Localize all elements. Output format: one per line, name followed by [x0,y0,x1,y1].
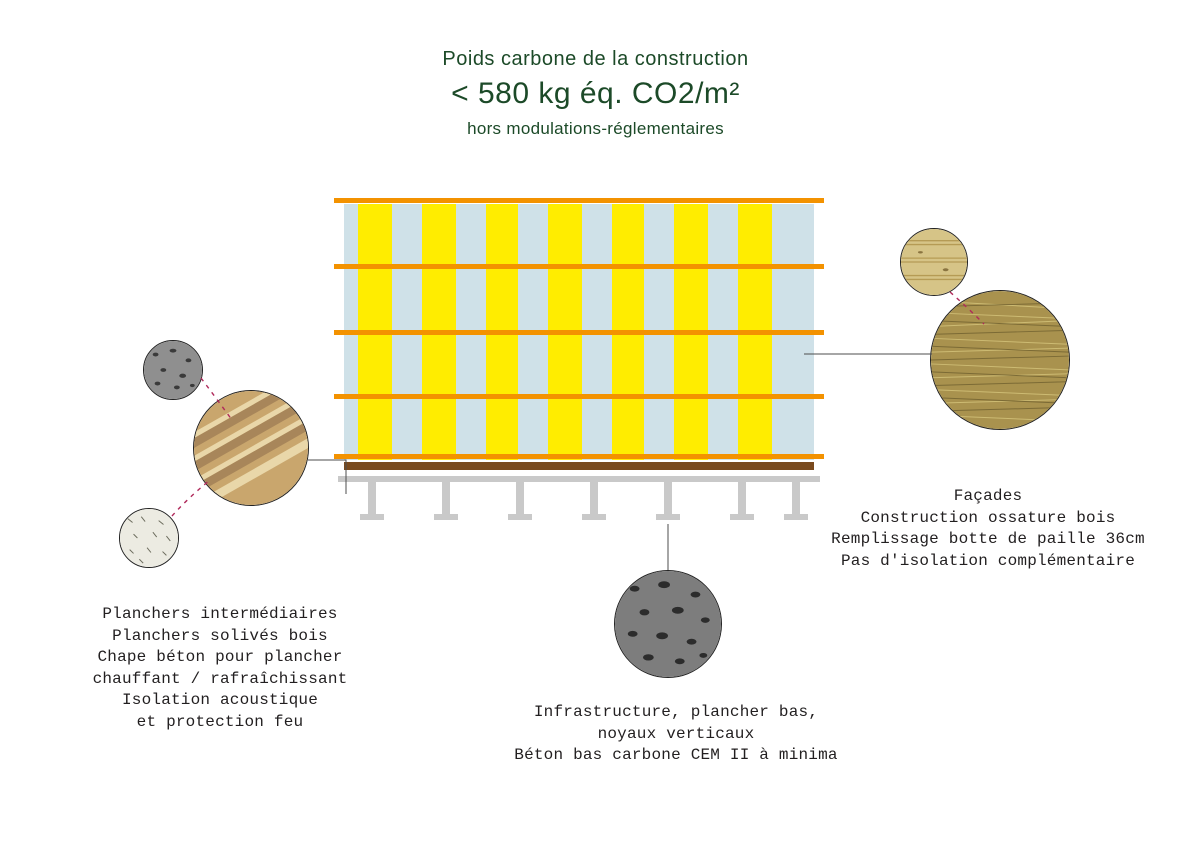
label-infra: Infrastructure, plancher bas,noyaux vert… [486,702,866,767]
floor-line [334,394,824,399]
label-facade: FaçadesConstruction ossature boisRemplis… [808,486,1168,572]
title-line-3: hors modulations-réglementaires [0,119,1191,139]
label-line: Béton bas carbone CEM II à minima [486,745,866,767]
label-line: noyaux verticaux [486,724,866,746]
label-line: Remplissage botte de paille 36cm [808,529,1168,551]
label-floors: Planchers intermédiairesPlanchers solivé… [56,604,384,734]
foundation-foot [656,514,680,520]
foundation-slab [338,476,820,482]
label-line: chauffant / rafraîchissant [56,669,384,691]
label-line: Isolation acoustique [56,690,384,712]
title-line-1: Poids carbone de la construction [0,48,1191,71]
foundation-foot [508,514,532,520]
building-section [344,198,814,514]
label-line: Construction ossature bois [808,508,1168,530]
material-concrete-large-icon [614,570,722,678]
material-wood-board-icon [900,228,968,296]
label-line: Façades [808,486,1168,508]
material-wood-joist-icon [193,390,309,506]
label-line: Planchers solivés bois [56,626,384,648]
foundation-foot [434,514,458,520]
material-plaster-small-icon [119,508,179,568]
diagram-canvas: Poids carbone de la construction < 580 k… [0,0,1191,842]
title-line-2: < 580 kg éq. CO2/m² [0,77,1191,111]
foundation [344,476,814,516]
title-block: Poids carbone de la construction < 580 k… [0,48,1191,139]
foundation-foot [784,514,808,520]
label-line: Infrastructure, plancher bas, [486,702,866,724]
floor-line [334,264,824,269]
label-line: Pas d'isolation complémentaire [808,551,1168,573]
foundation-foot [582,514,606,520]
ground-line [344,462,814,470]
floor-line [334,330,824,335]
label-line: et protection feu [56,712,384,734]
leader-dashed [172,480,210,516]
floor-line [334,454,824,459]
label-line: Chape béton pour plancher [56,647,384,669]
foundation-foot [730,514,754,520]
floor-line [334,198,824,203]
foundation-foot [360,514,384,520]
material-straw-icon [930,290,1070,430]
label-line: Planchers intermédiaires [56,604,384,626]
material-concrete-small-icon [143,340,203,400]
